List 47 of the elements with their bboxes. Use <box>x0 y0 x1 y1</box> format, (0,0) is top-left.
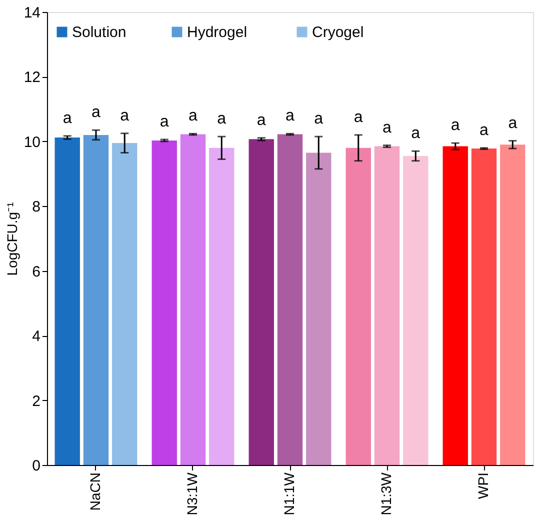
data-label: a <box>382 119 392 136</box>
data-label: a <box>256 112 266 129</box>
data-label: a <box>314 110 324 128</box>
bar <box>180 134 206 465</box>
y-tick-label: 0 <box>32 458 40 474</box>
legend-label: Hydrogel <box>187 24 248 41</box>
data-label: a <box>217 110 226 128</box>
bar <box>112 143 138 465</box>
y-tick-label: 8 <box>32 198 40 216</box>
data-label: a <box>62 110 72 127</box>
x-tick-label: N1:3W <box>378 472 394 516</box>
x-tick-label: N1:1W <box>281 472 297 516</box>
y-axis-title: LogCFU.g⁻¹ <box>4 202 20 276</box>
data-label: a <box>411 125 420 142</box>
data-label: a <box>286 108 295 125</box>
bar <box>374 146 400 465</box>
data-label: a <box>508 114 518 132</box>
data-label: a <box>188 108 198 125</box>
y-tick-label: 14 <box>24 4 40 22</box>
bar <box>54 138 80 465</box>
data-label: a <box>450 117 460 134</box>
legend-label: Solution <box>72 24 126 41</box>
bar <box>403 156 428 465</box>
y-tick-label: 4 <box>32 328 40 346</box>
data-label: a <box>354 108 363 126</box>
bar <box>277 134 303 465</box>
bar <box>152 140 177 465</box>
legend-label: Cryogel <box>312 24 364 41</box>
x-tick-label: NaCN <box>86 472 103 511</box>
bar <box>346 148 371 465</box>
data-label: a <box>160 113 169 130</box>
bar <box>306 152 332 465</box>
y-tick-label: 2 <box>32 392 40 410</box>
bar <box>442 146 468 465</box>
data-label: a <box>92 104 101 122</box>
bar <box>209 148 234 465</box>
x-tick-label: WPI <box>475 472 492 499</box>
y-tick-label: 10 <box>24 134 40 151</box>
data-label: a <box>120 107 130 124</box>
data-label: a <box>480 122 489 139</box>
bar <box>248 139 274 465</box>
bar <box>500 144 526 465</box>
y-tick-label: 12 <box>24 69 40 86</box>
y-tick-label: 6 <box>32 263 40 280</box>
x-tick-label: N3:1W <box>184 472 200 516</box>
bar <box>471 148 497 465</box>
bar <box>83 134 109 465</box>
